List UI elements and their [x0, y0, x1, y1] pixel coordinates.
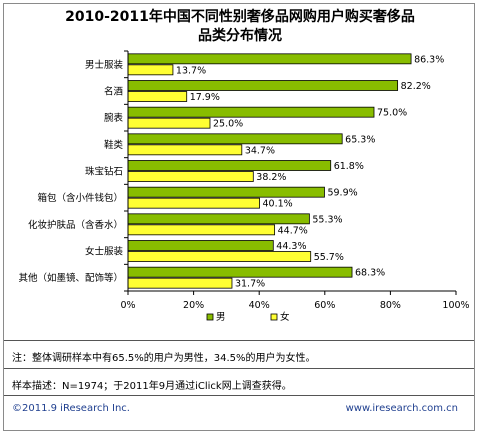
- category-label: 化妆护肤品（含香水）: [28, 219, 123, 231]
- bar-female: [127, 117, 211, 129]
- bar-female: [127, 171, 254, 182]
- bar-chart: 86.3% 13.7% 男士服装 82.2% 17.9% 名酒 75.0% 25.0% 腕表 65…: [18, 50, 470, 323]
- divider-bottom: [4, 395, 474, 396]
- category-label: 其他（如墨镜、配饰等）: [18, 272, 123, 284]
- data-label: 55.7%: [314, 252, 344, 263]
- x-tick-label: 80%: [380, 300, 401, 311]
- x-tick-label: 60%: [314, 300, 335, 311]
- data-label: 25.0%: [213, 119, 243, 130]
- bar-female: [127, 251, 312, 262]
- bar-male: [127, 186, 325, 198]
- bar-male: [127, 213, 310, 225]
- bar-female: [127, 64, 174, 76]
- data-label: 44.7%: [278, 225, 308, 236]
- footnote: 注：整体调研样本中有65.5%的用户为男性，34.5%的用户为女性。: [12, 353, 316, 364]
- data-label: 13.7%: [176, 65, 206, 76]
- category-label: 鞋类: [104, 139, 124, 151]
- x-tick-label: 20%: [183, 300, 204, 311]
- bar-female: [127, 144, 243, 156]
- x-tick-label: 0%: [120, 300, 135, 311]
- legend-label-male: 男: [216, 312, 226, 323]
- data-label: 86.3%: [414, 54, 444, 65]
- data-label: 61.8%: [334, 161, 364, 172]
- website-link[interactable]: www.iresearch.com.cn: [345, 403, 458, 414]
- bar-male: [127, 133, 343, 145]
- chart-frame: [3, 3, 475, 431]
- data-label: 40.1%: [263, 199, 293, 210]
- category-label: 珠宝钻石: [85, 166, 123, 178]
- copyright-text: ©2011.9 iResearch Inc.: [12, 403, 130, 414]
- data-label: 68.3%: [355, 268, 385, 279]
- legend-swatch-female: [270, 313, 278, 321]
- bar-female: [127, 224, 276, 236]
- data-label: 34.7%: [245, 145, 275, 156]
- x-tick-label: 100%: [442, 300, 469, 311]
- divider-middle: [4, 368, 474, 369]
- bar-male: [127, 80, 399, 91]
- category-label: 腕表: [104, 112, 124, 124]
- data-label: 75.0%: [377, 108, 407, 119]
- legend-swatch-male: [206, 313, 214, 321]
- chart-title-line-1: 2010-2011年中国不同性别奢侈品网购用户购买奢侈品: [65, 9, 415, 25]
- bar-female: [127, 277, 233, 289]
- data-label: 65.3%: [345, 134, 375, 145]
- category-label: 男士服装: [85, 59, 124, 71]
- bar-male: [127, 240, 274, 251]
- chart-title: 2010-2011年中国不同性别奢侈品网购用户购买奢侈品 品类分布情况: [0, 8, 480, 46]
- data-label: 38.2%: [256, 172, 286, 183]
- data-label: 17.9%: [190, 92, 220, 103]
- bar-male: [127, 106, 375, 118]
- sample-description: 样本描述：N=1974；于2011年9月通过iClick网上调查获得。: [12, 381, 292, 392]
- bar-male: [127, 53, 412, 65]
- bar-male: [127, 266, 353, 278]
- data-label: 31.7%: [235, 279, 265, 290]
- chart-title-line-2: 品类分布情况: [198, 28, 282, 44]
- bar-female: [127, 197, 260, 209]
- x-tick-label: 40%: [249, 300, 270, 311]
- bar-male: [127, 160, 332, 171]
- divider-top: [4, 340, 474, 341]
- bar-female: [127, 91, 188, 102]
- category-label: 箱包（含小件钱包）: [37, 192, 123, 204]
- data-label: 55.3%: [312, 214, 342, 225]
- data-label: 44.3%: [276, 241, 306, 252]
- data-label: 59.9%: [327, 188, 357, 199]
- legend-label-female: 女: [280, 311, 290, 323]
- category-label: 名酒: [104, 86, 124, 98]
- data-label: 82.2%: [401, 81, 431, 92]
- category-label: 女士服装: [85, 246, 124, 258]
